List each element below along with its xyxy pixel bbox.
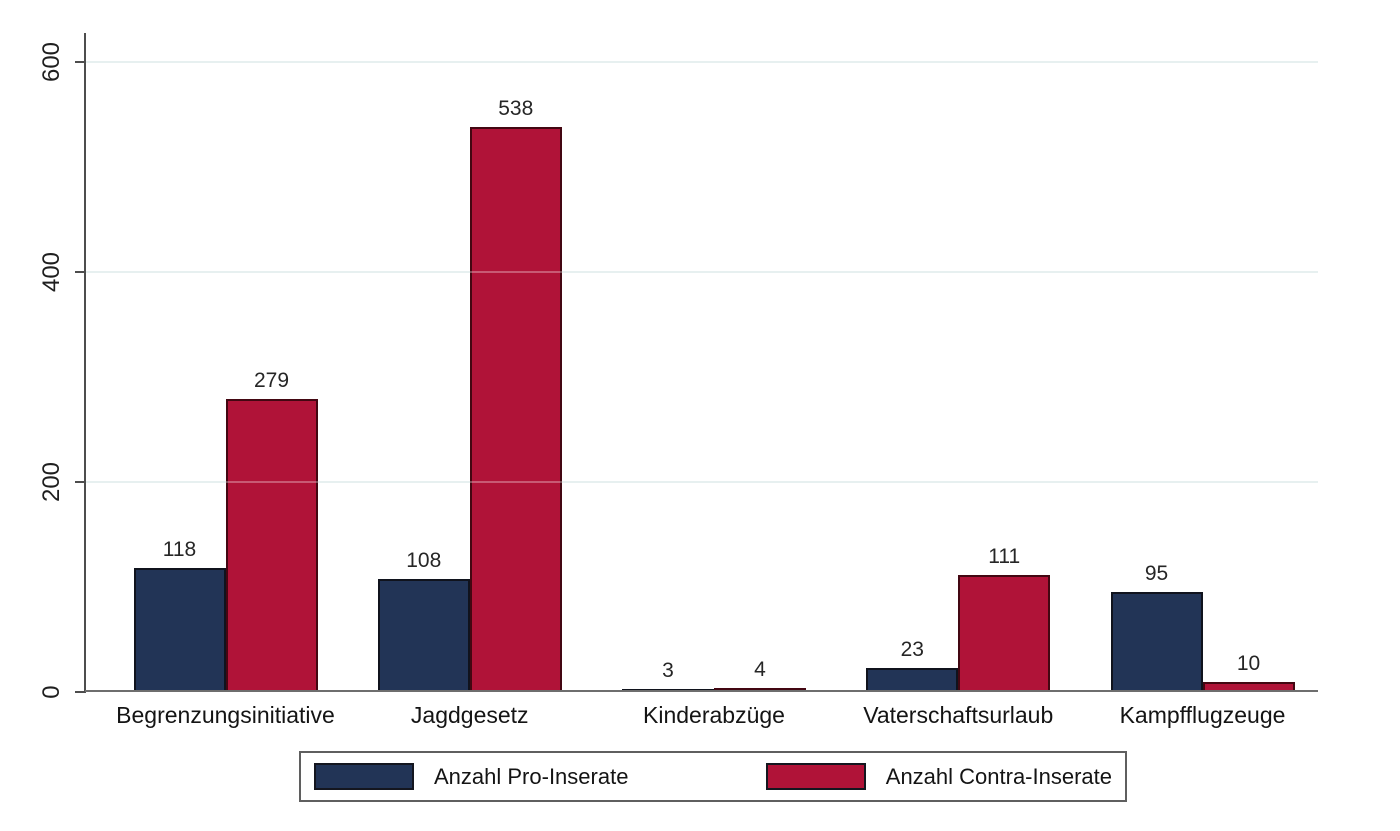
bar-pro-0 [133, 568, 226, 692]
bar-contra-2 [714, 687, 806, 692]
bar-pro-1 [377, 578, 470, 692]
x-axis-label-3: Vaterschaftsurlaub [863, 702, 1054, 728]
bar-value-label: 538 [498, 97, 534, 121]
gridline-400 [86, 271, 1318, 273]
legend-label-pro: Anzahl Pro-Inserate [434, 763, 629, 789]
bar-value-label: 23 [900, 637, 924, 661]
x-axis-label-1: Jagdgesetz [410, 702, 529, 728]
y-tick-400 [75, 271, 86, 273]
y-tick-label-600: 600 [38, 41, 65, 83]
legend-swatch-contra [765, 763, 866, 790]
x-axis-label-2: Kinderabzüge [643, 702, 785, 728]
gridline-600 [86, 61, 1318, 63]
bar-value-label: 279 [253, 369, 290, 393]
bar-contra-4 [1202, 681, 1295, 692]
y-tick-label-0: 0 [38, 685, 65, 699]
gridline-overlay-600 [86, 61, 1318, 63]
x-axis-baseline [85, 690, 1318, 692]
x-axis-label-0: Begrenzungsinitiative [116, 702, 335, 728]
gridline-200 [86, 481, 1318, 483]
legend-swatch-pro [314, 763, 414, 790]
bar-contra-3 [958, 575, 1051, 692]
y-tick-label-400: 400 [38, 251, 65, 293]
gridline-overlay-200 [86, 481, 1318, 483]
bar-value-label: 10 [1236, 651, 1261, 675]
legend-entry-contra: Anzahl Contra-Inserate [765, 763, 1112, 790]
bar-contra-0 [225, 399, 318, 692]
bar-pro-4 [1110, 592, 1203, 692]
legend: Anzahl Pro-Inserate Anzahl Contra-Insera… [299, 751, 1127, 802]
y-tick-0 [75, 691, 86, 693]
bar-value-label: 108 [406, 548, 442, 572]
bar-value-label: 111 [988, 545, 1021, 569]
y-tick-label-200: 200 [38, 461, 65, 503]
y-tick-200 [75, 481, 86, 483]
bar-contra-1 [469, 127, 562, 692]
legend-label-contra: Anzahl Contra-Inserate [885, 763, 1112, 789]
x-axis-label-4: Kampfflugzeuge [1119, 702, 1286, 728]
bar-value-label: 95 [1144, 562, 1169, 586]
legend-entry-pro: Anzahl Pro-Inserate [314, 763, 628, 790]
y-axis-line [84, 33, 86, 692]
bar-value-label: 118 [162, 538, 197, 562]
bar-value-label: 4 [754, 657, 766, 681]
y-tick-600 [75, 61, 86, 63]
bar-value-label: 3 [662, 658, 674, 682]
gridline-overlay-400 [86, 271, 1318, 273]
bar-pro-3 [866, 667, 959, 692]
